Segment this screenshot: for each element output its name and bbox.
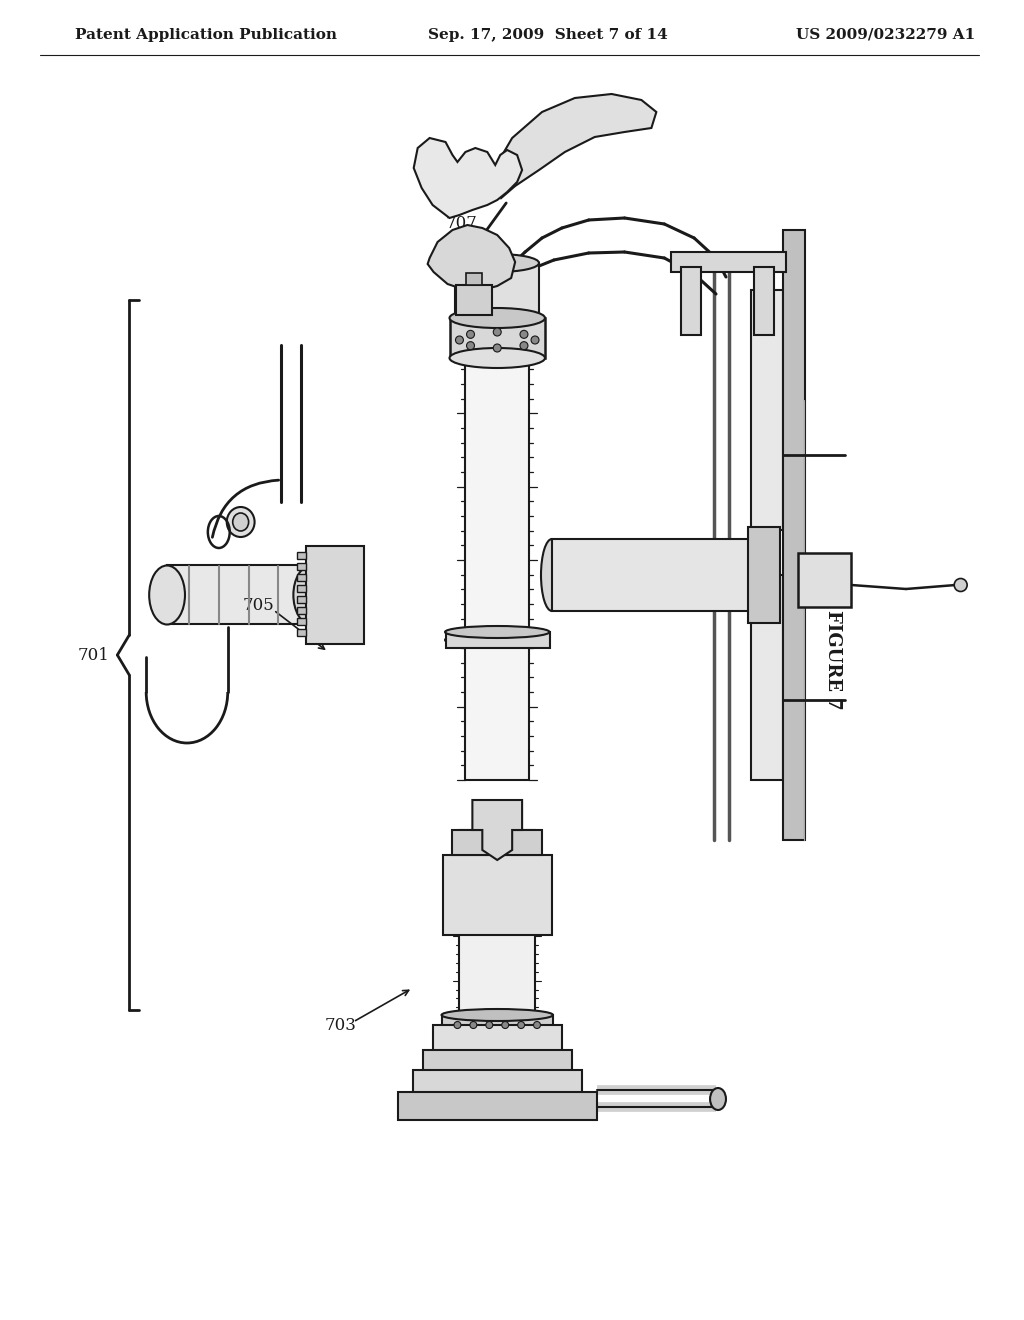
Bar bbox=[297, 564, 306, 570]
Text: FIGURE 7: FIGURE 7 bbox=[824, 610, 843, 710]
Bar bbox=[450, 318, 545, 358]
Bar bbox=[751, 290, 782, 531]
Text: 703: 703 bbox=[325, 1018, 356, 1035]
Ellipse shape bbox=[450, 308, 545, 327]
Text: 705: 705 bbox=[243, 597, 274, 614]
Bar bbox=[297, 574, 306, 581]
Ellipse shape bbox=[755, 539, 776, 611]
Polygon shape bbox=[428, 224, 515, 290]
Bar bbox=[782, 230, 805, 840]
Bar bbox=[445, 632, 550, 648]
Text: US 2009/0232279 A1: US 2009/0232279 A1 bbox=[796, 28, 975, 42]
Text: Sep. 17, 2009  Sheet 7 of 14: Sep. 17, 2009 Sheet 7 of 14 bbox=[428, 28, 668, 42]
Ellipse shape bbox=[467, 330, 474, 338]
Ellipse shape bbox=[541, 539, 563, 611]
Ellipse shape bbox=[954, 578, 967, 591]
Ellipse shape bbox=[445, 634, 550, 647]
Polygon shape bbox=[493, 94, 656, 198]
Bar bbox=[552, 539, 766, 611]
Ellipse shape bbox=[502, 1022, 509, 1028]
Ellipse shape bbox=[226, 507, 255, 537]
Ellipse shape bbox=[445, 626, 550, 638]
Text: Patent Application Publication: Patent Application Publication bbox=[75, 28, 337, 42]
Bar bbox=[397, 1092, 597, 1119]
Ellipse shape bbox=[520, 342, 528, 350]
Ellipse shape bbox=[293, 565, 329, 624]
Ellipse shape bbox=[534, 1022, 541, 1028]
Bar bbox=[748, 527, 779, 623]
Ellipse shape bbox=[441, 1008, 553, 1020]
Ellipse shape bbox=[232, 513, 249, 531]
Ellipse shape bbox=[531, 337, 539, 345]
Ellipse shape bbox=[520, 330, 528, 338]
Bar bbox=[441, 1015, 553, 1035]
Ellipse shape bbox=[454, 1022, 461, 1028]
Text: 707: 707 bbox=[445, 215, 477, 296]
Ellipse shape bbox=[456, 253, 539, 272]
Ellipse shape bbox=[456, 337, 464, 345]
Bar bbox=[460, 830, 535, 1026]
Bar bbox=[466, 341, 529, 780]
Bar bbox=[681, 267, 701, 335]
Bar bbox=[457, 285, 493, 315]
Bar bbox=[751, 576, 782, 780]
Bar bbox=[297, 552, 306, 558]
Bar bbox=[413, 1071, 582, 1096]
Ellipse shape bbox=[441, 1018, 553, 1032]
Ellipse shape bbox=[450, 348, 545, 368]
Bar bbox=[672, 252, 785, 272]
Bar bbox=[297, 597, 306, 603]
Bar bbox=[297, 618, 306, 624]
Bar bbox=[432, 1026, 562, 1055]
Bar bbox=[754, 267, 774, 335]
Bar bbox=[297, 607, 306, 614]
Ellipse shape bbox=[494, 327, 501, 337]
Bar bbox=[306, 546, 364, 644]
Text: 701: 701 bbox=[78, 647, 110, 664]
Bar bbox=[456, 263, 539, 318]
Ellipse shape bbox=[150, 565, 185, 624]
Ellipse shape bbox=[710, 1088, 726, 1110]
Ellipse shape bbox=[494, 345, 501, 352]
Ellipse shape bbox=[467, 342, 474, 350]
Bar bbox=[297, 585, 306, 591]
Bar bbox=[423, 1049, 571, 1074]
Bar bbox=[442, 855, 552, 935]
Bar bbox=[297, 630, 306, 636]
Ellipse shape bbox=[485, 1022, 493, 1028]
Bar bbox=[466, 273, 482, 285]
Bar bbox=[798, 553, 851, 607]
Bar bbox=[167, 565, 311, 624]
Ellipse shape bbox=[470, 1022, 477, 1028]
Polygon shape bbox=[414, 139, 522, 218]
Bar bbox=[453, 830, 542, 855]
Ellipse shape bbox=[517, 1022, 524, 1028]
Polygon shape bbox=[472, 800, 522, 861]
